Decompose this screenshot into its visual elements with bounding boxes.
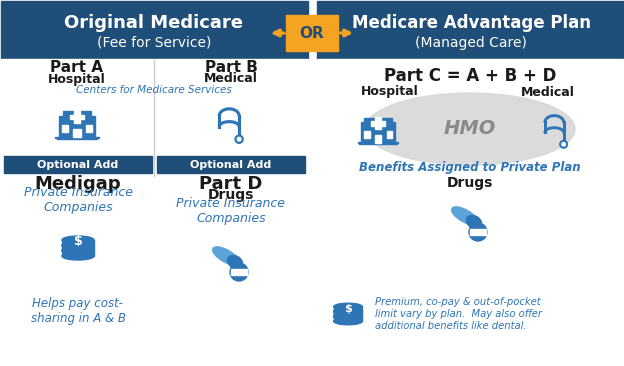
Bar <box>361 122 395 143</box>
Text: Medicare Advantage Plan: Medicare Advantage Plan <box>351 14 590 32</box>
Bar <box>59 116 95 137</box>
Text: (Managed Care): (Managed Care) <box>415 36 527 50</box>
Bar <box>157 173 305 362</box>
Text: (Fee for Service): (Fee for Service) <box>97 36 211 50</box>
Bar <box>470 229 486 235</box>
Bar <box>4 173 152 362</box>
Bar <box>358 142 398 143</box>
Bar <box>62 245 94 251</box>
Text: $: $ <box>344 304 352 314</box>
Text: Part A: Part A <box>51 60 104 75</box>
Bar <box>56 137 99 138</box>
Bar <box>1 1 308 59</box>
Text: Original Medicare: Original Medicare <box>64 14 243 32</box>
Bar <box>1 59 308 365</box>
Ellipse shape <box>62 242 94 250</box>
Circle shape <box>469 223 487 241</box>
Text: Helps pay cost-
sharing in A & B: Helps pay cost- sharing in A & B <box>31 297 125 325</box>
Circle shape <box>235 135 243 143</box>
Bar <box>231 269 247 275</box>
Bar <box>4 156 152 173</box>
Bar <box>62 250 94 256</box>
Bar <box>334 311 363 317</box>
Circle shape <box>562 143 565 146</box>
Bar <box>334 316 363 321</box>
Text: Drugs: Drugs <box>447 176 493 190</box>
Bar <box>334 307 363 312</box>
Circle shape <box>237 137 241 141</box>
Ellipse shape <box>467 216 482 228</box>
Bar <box>86 125 92 132</box>
Bar <box>317 1 624 59</box>
Bar <box>62 111 91 116</box>
Ellipse shape <box>334 312 363 320</box>
Ellipse shape <box>365 93 575 165</box>
Text: Benefits Assigned to Private Plan: Benefits Assigned to Private Plan <box>359 161 581 175</box>
Text: $: $ <box>74 235 82 249</box>
Bar <box>157 156 305 173</box>
Ellipse shape <box>62 252 94 260</box>
Text: Hospital: Hospital <box>361 86 419 98</box>
Ellipse shape <box>228 255 243 269</box>
Bar <box>359 143 397 144</box>
Ellipse shape <box>62 241 94 249</box>
Text: Optional Add: Optional Add <box>37 160 119 169</box>
Bar <box>74 111 80 123</box>
Text: Optional Add: Optional Add <box>190 160 271 169</box>
Text: HMO: HMO <box>444 120 496 138</box>
Bar <box>317 59 623 365</box>
Ellipse shape <box>334 309 363 316</box>
Ellipse shape <box>334 313 363 320</box>
Text: Private Insurance
Companies: Private Insurance Companies <box>177 197 286 225</box>
Bar <box>371 122 385 126</box>
Ellipse shape <box>334 303 363 310</box>
Ellipse shape <box>334 308 363 315</box>
Text: Part D: Part D <box>199 175 263 193</box>
Circle shape <box>230 263 248 281</box>
Ellipse shape <box>62 247 94 255</box>
Bar <box>70 115 84 119</box>
Bar <box>74 129 80 137</box>
Ellipse shape <box>213 247 240 265</box>
Bar <box>364 118 392 122</box>
Circle shape <box>560 141 567 148</box>
Bar <box>364 131 369 138</box>
Ellipse shape <box>62 246 94 254</box>
Bar <box>62 125 68 132</box>
Text: Part B: Part B <box>205 60 258 75</box>
Ellipse shape <box>62 236 94 244</box>
Text: Drugs: Drugs <box>208 188 254 202</box>
Bar <box>57 138 97 139</box>
Bar <box>374 135 381 143</box>
Bar <box>62 240 94 246</box>
Text: Medigap: Medigap <box>35 175 121 193</box>
Text: Premium, co-pay & out-of-pocket
limit vary by plan.  May also offer
additional b: Premium, co-pay & out-of-pocket limit va… <box>375 298 542 330</box>
Text: Medical: Medical <box>204 72 258 86</box>
Text: OR: OR <box>300 26 324 41</box>
Ellipse shape <box>334 318 363 325</box>
Text: Medical: Medical <box>521 86 575 98</box>
Ellipse shape <box>452 207 479 225</box>
Text: Private Insurance
Companies: Private Insurance Companies <box>24 186 132 214</box>
Text: Hospital: Hospital <box>48 72 106 86</box>
Text: Part C = A + B + D: Part C = A + B + D <box>384 67 556 85</box>
Text: Centers for Medicare Services: Centers for Medicare Services <box>76 85 232 95</box>
Bar <box>376 117 381 129</box>
Bar <box>386 131 392 138</box>
Bar <box>286 15 338 51</box>
